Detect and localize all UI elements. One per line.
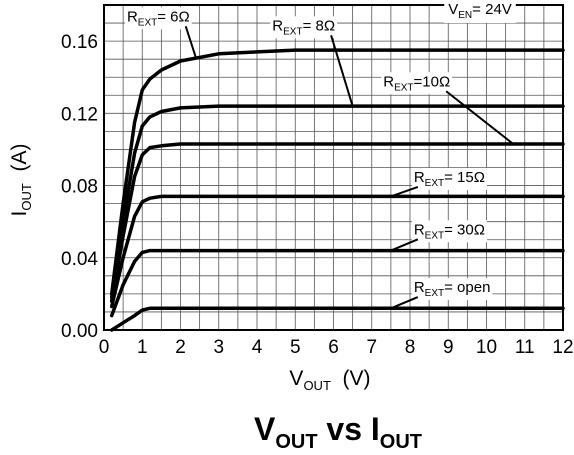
annotation-background <box>124 7 192 30</box>
y-tick-label: 0.12 <box>61 104 98 125</box>
annotation-background <box>411 278 493 301</box>
annotation-background <box>270 16 338 39</box>
x-tick-label: 10 <box>476 337 497 358</box>
series-label-sub: EXT <box>425 178 444 189</box>
condition-label-background <box>444 0 516 24</box>
x-tick-label: 3 <box>213 337 224 358</box>
condition-label: VEN= 24V <box>448 1 512 21</box>
x-tick-label: 8 <box>405 337 416 358</box>
series-line-2 <box>109 142 565 303</box>
chart-title-mid: vs I <box>318 411 380 447</box>
y-tick-label: 0.16 <box>61 32 98 53</box>
annotation-leader-line <box>390 296 419 310</box>
annotation-leader-line <box>445 90 514 145</box>
grid <box>104 5 563 330</box>
chart-title: VOUT vs IOUT <box>254 411 422 453</box>
x-axis-label-sub: OUT <box>303 378 331 393</box>
x-tick-label: 11 <box>515 337 535 358</box>
x-tick-labels: 0 1 2 3 4 5 6 7 8 9 10 11 12 <box>99 337 574 358</box>
series-label-sub: EXT <box>283 26 302 37</box>
annotation-leader-line <box>330 34 354 107</box>
x-tick-label: 0 <box>99 337 110 358</box>
series-line-5 <box>109 306 565 332</box>
x-tick-label: 5 <box>290 337 301 358</box>
y-tick-label: 0.04 <box>61 249 98 270</box>
y-axis-label-main: I <box>8 211 31 217</box>
condition-value: = 24V <box>472 1 512 18</box>
condition-sub: EN <box>458 10 472 21</box>
series-label-value: =10Ω <box>414 73 451 90</box>
x-tick-label: 9 <box>443 337 454 358</box>
series-label-value: = 6Ω <box>157 8 189 25</box>
y-tick-labels: 0.00 0.04 0.08 0.12 0.16 <box>61 32 98 342</box>
series-label-1: REXT= 8Ω <box>272 17 335 37</box>
y-axis-label: IOUT (A) <box>8 144 34 217</box>
series-line-3 <box>109 194 565 309</box>
x-axis-label-main: V <box>289 367 303 390</box>
series-label-value: = 8Ω <box>303 17 335 34</box>
series-label-4: REXT= 30Ω <box>414 221 485 241</box>
chart-title-end-sub: OUT <box>380 431 422 453</box>
series-lines <box>109 48 565 332</box>
series-label-sub: EXT <box>425 230 444 241</box>
annotation-background <box>411 220 487 243</box>
series-label-5: REXT= open <box>414 279 491 299</box>
chart-title-main-sub: OUT <box>275 431 317 453</box>
y-tick-label: 0.00 <box>61 321 98 342</box>
x-tick-label: 6 <box>328 337 339 358</box>
y-tick-label: 0.08 <box>61 177 98 198</box>
series-label-main: R <box>414 279 425 296</box>
series-label-value: = 30Ω <box>444 221 485 238</box>
series-label-0: REXT= 6Ω <box>127 8 190 28</box>
series-label-2: REXT=10Ω <box>383 73 450 93</box>
series-label-sub: EXT <box>425 288 444 299</box>
x-axis-label: VOUT (V) <box>289 367 370 393</box>
y-axis-label-unit: (A) <box>8 144 31 184</box>
annotation-leader-line <box>390 186 419 198</box>
series-label-3: REXT= 15Ω <box>414 169 485 189</box>
series-line-1 <box>109 104 565 300</box>
series-label-main: R <box>383 73 394 90</box>
plot-frame <box>103 4 564 331</box>
series-label-main: R <box>414 169 425 186</box>
annotation-leader-line <box>390 238 419 252</box>
annotation-background <box>411 167 487 190</box>
x-tick-label: 4 <box>252 337 263 358</box>
series-label-main: R <box>414 221 425 238</box>
series-label-main: R <box>272 17 283 34</box>
y-axis-label-sub: OUT <box>19 183 34 211</box>
x-axis-label-unit: (V) <box>331 367 371 390</box>
x-tick-label: 12 <box>552 337 573 358</box>
x-tick-label: 2 <box>175 337 186 358</box>
x-tick-label: 7 <box>366 337 377 358</box>
chart-title-main: V <box>254 411 276 447</box>
x-tick-label: 1 <box>137 337 148 358</box>
series-label-value: = open <box>444 279 490 296</box>
series-label-value: = 15Ω <box>444 169 485 186</box>
annotation-leader-line <box>184 25 197 58</box>
series-label-sub: EXT <box>138 17 157 28</box>
series-line-0 <box>109 48 565 296</box>
series-label-sub: EXT <box>394 82 413 93</box>
series-line-4 <box>109 248 565 318</box>
condition-main: V <box>448 1 458 18</box>
annotation-background <box>381 72 453 95</box>
series-label-main: R <box>127 8 138 25</box>
